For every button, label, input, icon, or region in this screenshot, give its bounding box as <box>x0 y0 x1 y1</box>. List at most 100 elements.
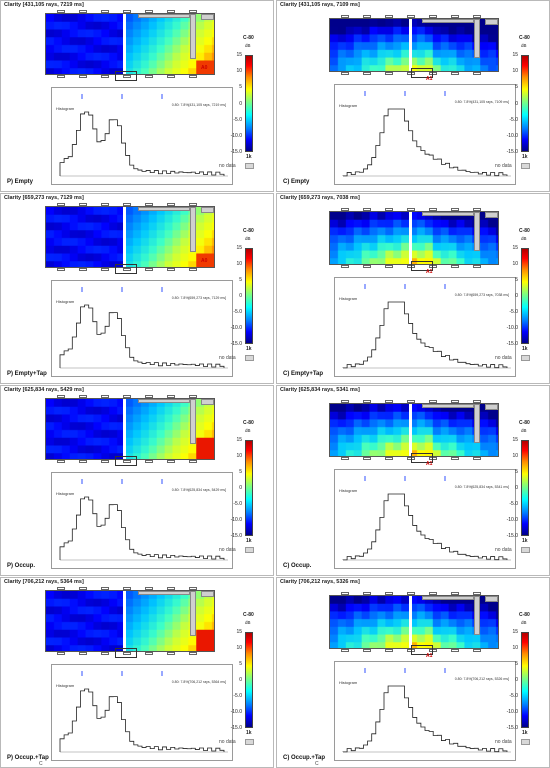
window-notch <box>385 208 393 211</box>
corridor-wall <box>474 596 481 635</box>
colorbar-unit: dB <box>521 43 527 48</box>
colorbar-tick-label: -10.0 <box>506 325 518 331</box>
colorbar-unit: dB <box>245 428 251 433</box>
window-notch <box>57 587 65 590</box>
colorbar-tick-label: 5 <box>239 277 242 283</box>
colorbar-tick-label: -10.0 <box>506 517 518 523</box>
panel-label: P) Occup.+Tap <box>7 755 49 761</box>
histogram: Histogram 0.80: 7.8%[706,212 rays, 5326 m… <box>334 661 516 761</box>
colorbar-tick-label: 0 <box>239 293 242 299</box>
result-panel: Clarity [659,273 rays, 7038 ms] A1 Histogr… <box>276 193 550 384</box>
panel-title: Clarity [625,834 rays, 5429 ms] <box>4 387 84 393</box>
histogram: Histogram 0.80: 7.8%[659,273 rays, 7129 m… <box>51 280 233 377</box>
panel-title: Clarity [706,212 rays, 5326 ms] <box>280 579 360 585</box>
histogram-plot <box>342 284 511 369</box>
window-notch <box>341 400 349 403</box>
colorbar-unit: dB <box>245 43 251 48</box>
colorbar-max-label: 1k <box>246 154 252 160</box>
histogram-plot <box>59 671 228 753</box>
colorbar-tick-label: -5.0 <box>233 116 242 123</box>
window-notch <box>101 395 109 398</box>
window-notch <box>145 587 153 590</box>
colorbar-tick-label: 15 <box>236 629 242 635</box>
colorbar-tick-label: -15.0 <box>506 149 518 155</box>
histogram-plot <box>342 91 511 177</box>
corridor-wall <box>138 399 191 403</box>
window-notch <box>145 652 153 655</box>
window-notch <box>189 652 197 655</box>
window-notch <box>167 203 175 206</box>
histogram-info: 0.80: 7.8%[659,273 rays, 7038 ms] <box>454 293 509 297</box>
colorbar-title: C-80 <box>519 420 530 426</box>
colorbar-tick-label: -5.0 <box>509 116 518 123</box>
window-notch <box>341 592 349 595</box>
colorbar-title: C-80 <box>243 35 254 41</box>
window-notch <box>189 587 197 590</box>
window-notch <box>167 10 175 13</box>
window-notch <box>385 265 393 268</box>
histogram-info: 0.80: 7.8%[431,105 rays, 7219 ms] <box>171 103 226 107</box>
histogram-plot <box>342 476 511 561</box>
receiver-marker <box>115 264 137 274</box>
colorbar-max-label: 1k <box>246 730 252 736</box>
window-notch <box>451 208 459 211</box>
window-notch <box>167 395 175 398</box>
room-divider <box>408 596 412 648</box>
colorbar <box>245 440 253 536</box>
window-notch <box>123 75 131 78</box>
window-notch <box>79 75 87 78</box>
window-notch <box>57 75 65 78</box>
window-notch <box>57 10 65 13</box>
panel-label: P) Empty+Tap <box>7 371 47 377</box>
colorbar-tick-label: -15.0 <box>230 725 242 731</box>
window-notch <box>145 395 153 398</box>
colorbar <box>521 440 529 536</box>
colorbar <box>521 248 529 344</box>
result-panel: Clarity [706,212 rays, 5326 ms] A1 Histogr… <box>276 577 550 768</box>
corridor-wall <box>190 399 197 444</box>
window-notch <box>57 268 65 271</box>
window-notch <box>363 592 371 595</box>
corridor-wall <box>138 591 191 595</box>
window-notch <box>473 457 481 460</box>
window-notch <box>451 72 459 75</box>
nodata-swatch <box>521 547 530 553</box>
colorbar <box>521 632 529 728</box>
window-notch <box>473 592 481 595</box>
window-notch <box>473 15 481 18</box>
colorbar-tick-label: 0 <box>239 677 242 683</box>
window-notch <box>473 400 481 403</box>
nodata-label: no data <box>495 163 512 169</box>
histogram: Histogram 0.80: 7.8%[706,212 rays, 5364 m… <box>51 664 233 761</box>
window-notch <box>57 460 65 463</box>
histogram-plot <box>59 287 228 369</box>
histogram-plot <box>342 668 511 753</box>
window-notch <box>341 72 349 75</box>
histogram-label: Histogram <box>56 106 75 111</box>
colorbar-tick-label: -15.0 <box>230 341 242 347</box>
histogram: Histogram 0.80: 7.8%[625,834 rays, 5429 m… <box>51 472 233 569</box>
room-divider <box>123 14 127 74</box>
panel-label: P) Empty <box>7 179 34 185</box>
window-notch <box>57 203 65 206</box>
heatmap-canvas <box>330 19 498 71</box>
window-notch <box>429 208 437 211</box>
colorbar-tick-label: 10 <box>512 68 518 75</box>
colorbar-tick-label: 10 <box>236 261 242 267</box>
window-notch <box>123 10 131 13</box>
colorbar-title: C-80 <box>243 228 254 234</box>
window-notch <box>429 649 437 652</box>
colorbar-tick-label: 0 <box>515 485 518 491</box>
window-notch <box>385 400 393 403</box>
corridor-wall <box>484 404 498 410</box>
window-notch <box>363 72 371 75</box>
floor-plan-heatmap <box>45 590 215 652</box>
histogram-info: 0.80: 7.8%[625,834 rays, 5341 ms] <box>454 485 509 489</box>
window-notch <box>189 10 197 13</box>
nodata-swatch <box>521 163 530 169</box>
corner-label: C <box>39 761 43 767</box>
histogram-info: 0.80: 7.8%[706,212 rays, 5364 ms] <box>171 680 226 684</box>
colorbar-tick-label: 0 <box>239 485 242 491</box>
window-notch <box>123 268 131 271</box>
heatmap-canvas <box>330 596 498 648</box>
